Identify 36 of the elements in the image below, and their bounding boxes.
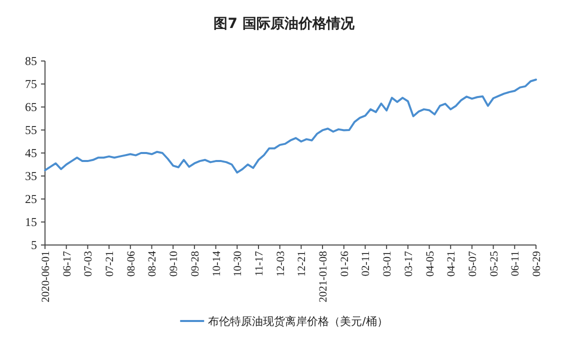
x-tick-label: 2020-06-01: [40, 251, 52, 302]
x-tick-label: 04-21: [446, 251, 458, 277]
y-tick-label: 65: [25, 100, 37, 114]
y-tick-label: 5: [31, 238, 37, 252]
x-tick-label: 10-30: [232, 250, 244, 277]
x-tick-label: 09-10: [168, 250, 180, 277]
x-tick-label: 08-24: [146, 250, 159, 277]
x-tick-label: 06-17: [61, 250, 74, 277]
line-series: [44, 78, 537, 174]
x-tick-label: 12-21: [296, 251, 308, 277]
x-tick-label: 05-07: [466, 250, 479, 277]
x-tick-label: 2021-01-08: [318, 250, 330, 302]
x-tick-label: 07-03: [82, 250, 95, 277]
x-tick-label: 02-11: [360, 251, 372, 276]
x-tick-label: 12-03: [274, 250, 287, 277]
x-tick-label: 04-05: [424, 250, 436, 277]
x-tick-label: 11-17: [253, 250, 266, 276]
x-tick-label: 01-26: [338, 250, 351, 277]
y-tick-label: 55: [25, 123, 37, 137]
x-tick-label: 07-21: [104, 251, 116, 277]
legend-label: 布伦特原油现货离岸价格（美元/桶）: [208, 315, 388, 328]
x-tick-label: 06-29: [531, 250, 543, 277]
x-tick-label: 03-01: [382, 251, 394, 277]
y-tick-label: 15: [25, 215, 37, 229]
chart-title: 图7 国际原油价格情况: [214, 16, 356, 32]
y-tick-label: 35: [25, 169, 37, 183]
x-tick-label: 05-25: [488, 250, 500, 277]
y-tick-label: 85: [25, 54, 37, 68]
x-tick-label: 03-17: [402, 250, 415, 277]
x-tick-label: 06-11: [510, 251, 522, 276]
x-tick-label: 10-14: [210, 250, 223, 277]
y-tick-label: 25: [25, 192, 37, 206]
y-tick-label: 75: [25, 77, 37, 91]
y-tick-label: 45: [25, 146, 37, 160]
x-tick-label: 08-06: [125, 250, 138, 277]
x-tick-label: 09-28: [189, 250, 202, 277]
